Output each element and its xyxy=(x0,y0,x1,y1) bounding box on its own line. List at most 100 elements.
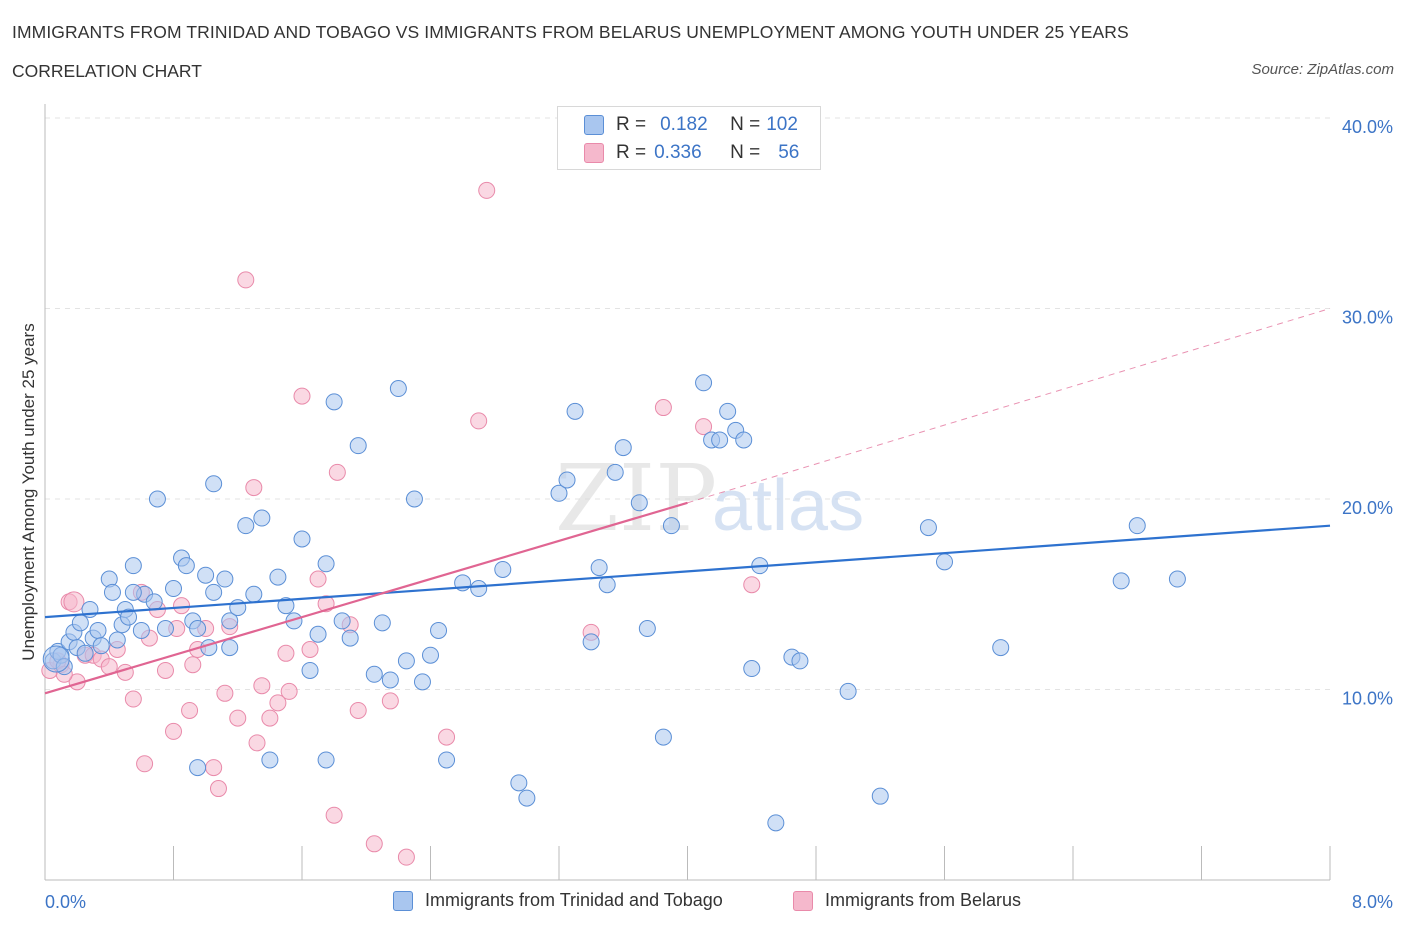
trinidad-point xyxy=(205,475,223,493)
trinidad-point xyxy=(381,671,399,689)
belarus-point xyxy=(695,418,713,436)
chart-title: IMMIGRANTS FROM TRINIDAD AND TOBAGO VS I… xyxy=(12,22,1129,42)
trinidad-point xyxy=(221,612,239,630)
trinidad-point xyxy=(711,431,729,449)
trinidad-point xyxy=(614,439,632,457)
y-axis-label: Unemployment Among Youth under 25 years xyxy=(19,323,38,660)
belarus-point xyxy=(325,806,343,824)
trinidad-point xyxy=(177,557,195,575)
belarus-point xyxy=(237,271,255,289)
trinidad-point xyxy=(221,639,239,657)
trinidad-point xyxy=(438,751,456,769)
trinidad-point xyxy=(189,620,207,638)
legend-item-trinidad[interactable]: Immigrants from Trinidad and Tobago xyxy=(393,890,723,911)
legend-swatch-blue xyxy=(584,115,604,135)
trinidad-point xyxy=(566,402,584,420)
trinidad-point xyxy=(405,490,423,508)
belarus-point xyxy=(124,690,142,708)
trinidad-point xyxy=(558,471,576,489)
belarus-point xyxy=(156,661,174,679)
belarus-point xyxy=(328,463,346,481)
source-credit: Source: ZipAtlas.com xyxy=(1251,61,1394,78)
belarus-point xyxy=(63,591,85,613)
belarus-trendline xyxy=(44,501,688,695)
trinidad-point xyxy=(277,597,295,615)
trinidad-point xyxy=(245,585,263,603)
belarus-point xyxy=(301,640,319,658)
trinidad-point xyxy=(389,380,407,398)
trinidad-point xyxy=(1112,572,1130,590)
trinidad-point xyxy=(839,682,857,700)
trinidad-point xyxy=(341,629,359,647)
trinidad-point xyxy=(735,431,753,449)
trinidad-point xyxy=(205,583,223,601)
legend-swatch-pink xyxy=(584,143,604,163)
y-tick-label: 10.0% xyxy=(1342,689,1393,709)
belarus-point xyxy=(397,848,415,866)
trinidad-point xyxy=(654,728,672,746)
belarus-point xyxy=(136,755,154,773)
trinidad-point xyxy=(1128,517,1146,535)
trinidad-point xyxy=(695,374,713,392)
belarus-point xyxy=(280,682,298,700)
trinidad-point xyxy=(590,559,608,577)
axes xyxy=(44,104,1331,881)
trinidad-point xyxy=(108,631,126,649)
series-legend: Immigrants from Trinidad and Tobago Immi… xyxy=(0,890,1406,914)
belarus-point xyxy=(173,597,191,615)
legend-item-belarus[interactable]: Immigrants from Belarus xyxy=(793,890,1021,911)
trinidad-point xyxy=(317,751,335,769)
belarus-point xyxy=(229,709,247,727)
trinidad-point xyxy=(145,593,163,611)
trinidad-point xyxy=(132,621,150,639)
belarus-trendline-extended xyxy=(687,308,1331,504)
belarus-point xyxy=(216,684,234,702)
trinidad-point xyxy=(582,633,600,651)
trinidad-point xyxy=(598,576,616,594)
trinidad-point xyxy=(89,621,107,639)
trinidad-point xyxy=(42,645,70,673)
trinidad-point xyxy=(413,673,431,691)
trinidad-point xyxy=(936,553,953,571)
trinidad-point xyxy=(253,509,271,527)
trinidad-point xyxy=(197,566,215,584)
belarus-point xyxy=(248,734,266,752)
belarus-point xyxy=(743,576,761,594)
trinidad-point xyxy=(317,555,335,573)
trinidad-point xyxy=(365,665,383,683)
legend-label: Immigrants from Belarus xyxy=(825,890,1022,910)
trinidad-point xyxy=(309,625,327,643)
trinidad-point xyxy=(662,517,680,535)
belarus-point xyxy=(261,709,279,727)
trinidad-point xyxy=(791,652,809,670)
tick-labels: 10.0% 20.0% 30.0% 40.0% 0.0% 8.0% xyxy=(45,117,1393,912)
trinidad-point xyxy=(124,557,142,575)
belarus-point xyxy=(277,644,295,662)
r-value: 0.336 xyxy=(654,142,702,163)
trinidad-point xyxy=(349,437,367,455)
belarus-point xyxy=(438,728,456,746)
trinidad-point xyxy=(148,490,166,508)
r-value: 0.182 xyxy=(660,114,708,135)
stats-row-belarus: R = 0.336 N = 56 xyxy=(584,141,799,165)
n-value: 102 xyxy=(766,114,798,135)
trinidad-point xyxy=(373,614,391,632)
trinidad-trendline xyxy=(44,524,1331,619)
watermark: ZIP atlas xyxy=(555,445,864,552)
trinidad-point xyxy=(92,637,110,655)
trinidad-point xyxy=(120,608,138,626)
trinidad-point xyxy=(397,652,415,670)
belarus-point xyxy=(309,570,327,588)
chart-subtitle: CORRELATION CHART xyxy=(12,61,202,81)
trinidad-point xyxy=(719,402,737,420)
belarus-point xyxy=(381,692,399,710)
trinidad-point xyxy=(630,494,648,512)
belarus-point xyxy=(269,694,287,712)
trinidad-point xyxy=(216,570,234,588)
trinidad-point xyxy=(767,814,785,832)
legend-swatch-pink xyxy=(793,890,813,911)
belarus-point xyxy=(654,399,672,417)
legend-label: Immigrants from Trinidad and Tobago xyxy=(425,890,723,910)
belarus-point xyxy=(349,701,367,719)
n-label: N = xyxy=(730,114,761,135)
